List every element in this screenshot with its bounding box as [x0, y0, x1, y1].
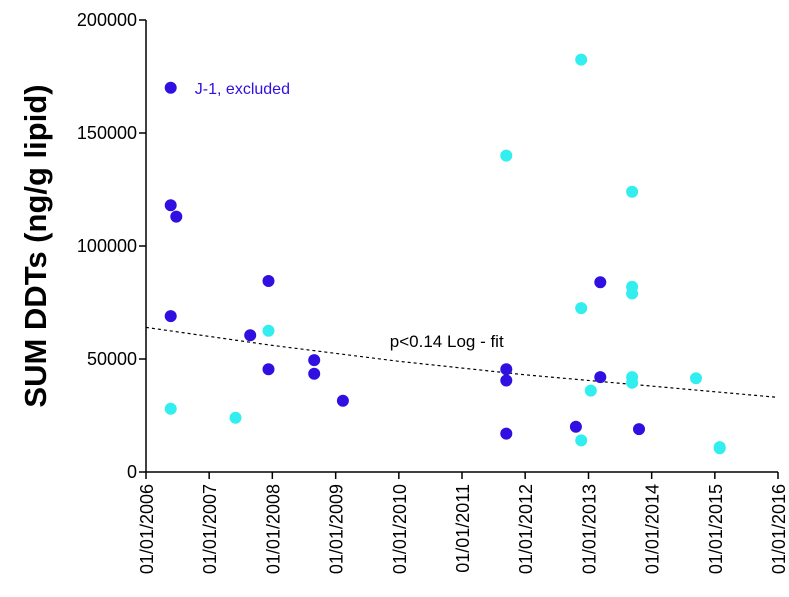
x-tick-label: 01/01/2014 [643, 484, 663, 574]
y-axis-label: SUM DDTs (ng/g lipid) [18, 84, 53, 407]
x-tick-label: 01/01/2009 [327, 484, 347, 574]
data-point-dark-blue [164, 310, 177, 323]
annotation-excluded: J-1, excluded [195, 81, 290, 98]
x-tick-label: 01/01/2007 [200, 484, 220, 574]
data-point-cyan [690, 372, 702, 385]
annotations: J-1, excluded p<0.14 Log - fit [195, 81, 504, 351]
x-tick-label: 01/01/2011 [453, 484, 473, 573]
points-layer [164, 53, 726, 455]
x-tick-label: 01/01/2012 [516, 484, 536, 574]
x-tick-label: 01/01/2008 [263, 484, 283, 574]
data-point-dark-blue [500, 427, 513, 440]
data-point-cyan [575, 434, 588, 447]
data-point-dark-blue [594, 276, 607, 289]
y-tick-label: 200000 [77, 10, 137, 30]
data-point-dark-blue [164, 81, 177, 94]
log-fit-line [145, 326, 779, 398]
data-point-dark-blue [336, 394, 349, 407]
x-tick-label: 01/01/2013 [580, 484, 600, 574]
data-point-cyan [626, 376, 639, 389]
y-ticks: 0 50000 100000 150000 200000 [77, 10, 146, 482]
data-point-dark-blue [500, 363, 513, 376]
x-tick-label: 01/01/2010 [390, 484, 410, 574]
y-tick-label: 0 [127, 462, 137, 482]
data-point-cyan [575, 302, 588, 315]
y-tick-label: 50000 [87, 349, 137, 369]
data-point-cyan [500, 149, 513, 162]
data-point-dark-blue [569, 420, 582, 433]
data-point-cyan [575, 53, 588, 66]
x-tick-label: 01/01/2015 [706, 484, 726, 574]
x-ticks: 01/01/2006 01/01/2007 01/01/2008 01/01/2009… [137, 472, 789, 574]
data-point-dark-blue [308, 367, 321, 380]
data-point-dark-blue [164, 199, 177, 212]
y-tick-label: 150000 [77, 123, 137, 143]
x-tick-label: 01/01/2006 [137, 484, 157, 574]
data-point-cyan [584, 384, 597, 397]
annotation-fit: p<0.14 Log - fit [390, 332, 504, 351]
data-point-dark-blue [308, 354, 321, 367]
data-point-dark-blue [262, 275, 275, 287]
data-point-cyan [229, 411, 242, 424]
data-point-cyan [262, 324, 275, 337]
data-point-cyan [713, 442, 726, 455]
data-point-dark-blue [262, 363, 275, 376]
data-point-dark-blue [500, 374, 513, 387]
data-point-dark-blue [244, 329, 257, 342]
data-point-dark-blue [633, 423, 645, 436]
fit-line-layer [145, 326, 779, 398]
data-point-cyan [164, 402, 177, 415]
x-tick-label: 01/01/2016 [769, 484, 789, 574]
data-point-cyan [626, 287, 639, 300]
y-tick-label: 100000 [77, 236, 137, 256]
data-point-dark-blue [170, 210, 183, 223]
data-point-dark-blue [594, 371, 607, 384]
data-point-cyan [626, 185, 639, 198]
